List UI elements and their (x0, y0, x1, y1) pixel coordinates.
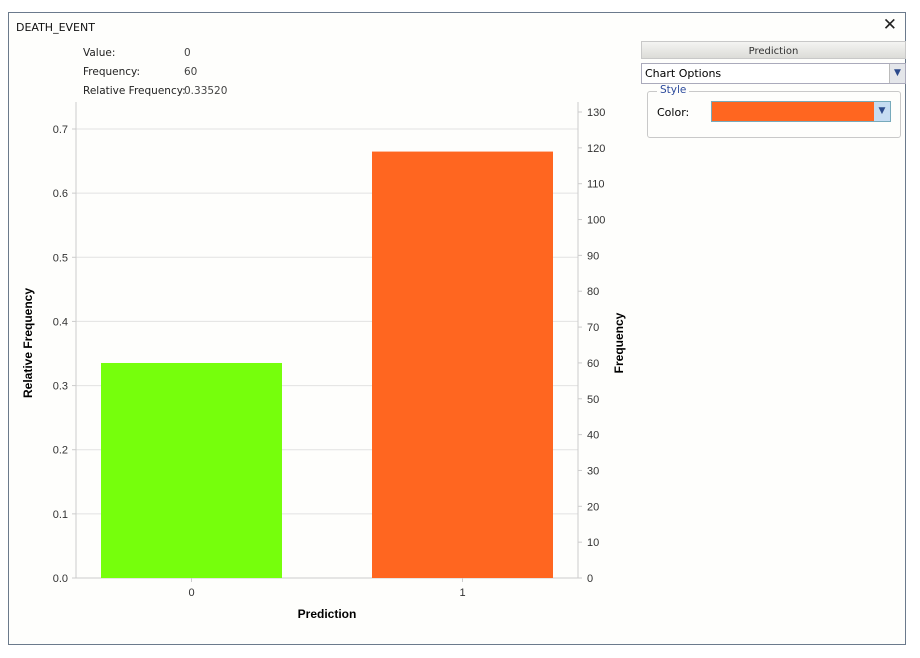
bar-0 (101, 362, 282, 578)
value-label: Value: (83, 47, 116, 59)
hover-info: Value: 0 Frequency: 60 Relative Frequency:… (83, 47, 227, 104)
panel-header[interactable]: Prediction (641, 41, 906, 59)
y2-tick-label: 50 (587, 394, 599, 406)
style-group: Style Color: ▼ (647, 84, 901, 138)
y-tick-label: 0.4 (53, 316, 68, 328)
y2-tick-label: 110 (587, 179, 605, 191)
y2-tick-label: 40 (587, 430, 599, 442)
y2-axis-title: Frequency (612, 312, 626, 373)
chart-options-dropdown[interactable]: Chart Options ▼ (641, 63, 906, 84)
y2-tick-label: 130 (587, 107, 605, 119)
y-tick-label: 0.3 (53, 381, 68, 393)
value-value: 0 (184, 47, 191, 59)
x-tick-label: 1 (459, 587, 465, 599)
y2-tick-label: 20 (587, 501, 599, 513)
y2-tick-label: 100 (587, 215, 605, 227)
color-label: Color: (657, 106, 690, 119)
y2-tick-label: 70 (587, 322, 599, 334)
x-axis-title: Prediction (298, 607, 357, 621)
y-axis-title: Relative Frequency (21, 288, 35, 398)
style-legend: Style (657, 84, 690, 96)
y-tick-label: 0.5 (53, 252, 68, 264)
frequency-label: Frequency: (83, 66, 141, 78)
rel-frequency-label: Relative Frequency: (83, 85, 186, 97)
close-icon[interactable]: ✕ (882, 15, 897, 35)
color-picker[interactable]: ▼ (711, 101, 891, 122)
y-tick-label: 0.7 (53, 124, 68, 136)
y2-tick-label: 90 (587, 250, 599, 262)
y-tick-label: 0.1 (53, 509, 68, 521)
bar-1 (372, 151, 553, 578)
y2-tick-label: 80 (587, 286, 599, 298)
y2-tick-label: 60 (587, 358, 599, 370)
y2-tick-label: 30 (587, 465, 599, 477)
dropdown-value: Chart Options (645, 67, 722, 80)
y-tick-label: 0.2 (53, 445, 68, 457)
y2-tick-label: 10 (587, 537, 599, 549)
chevron-down-icon[interactable]: ▼ (874, 102, 890, 121)
y-tick-label: 0.6 (53, 188, 68, 200)
frequency-value: 60 (184, 66, 198, 78)
y2-tick-label: 120 (587, 143, 605, 155)
y2-tick-label: 0 (587, 573, 593, 585)
rel-frequency-value: 0.33520 (184, 85, 228, 97)
y-tick-label: 0.0 (53, 573, 68, 585)
color-swatch (712, 102, 874, 121)
chevron-down-icon[interactable]: ▼ (889, 64, 905, 83)
window-title: DEATH_EVENT (16, 21, 95, 34)
x-tick-label: 0 (188, 587, 194, 599)
